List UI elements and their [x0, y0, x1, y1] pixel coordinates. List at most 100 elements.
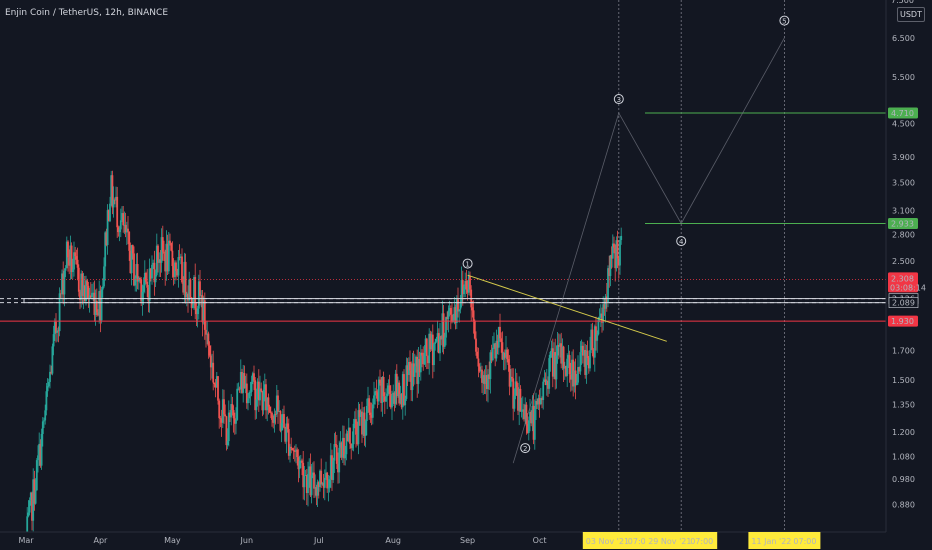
candle-body: [195, 308, 198, 315]
price-tick-label: 2.800: [892, 230, 915, 239]
candle-body: [215, 376, 218, 388]
currency-badge[interactable]: USDT: [897, 7, 925, 22]
candle-body: [609, 255, 612, 277]
candle-body: [86, 280, 89, 286]
candle-body: [493, 343, 495, 348]
candle-body: [225, 416, 228, 446]
candle-body: [398, 382, 401, 404]
candle-body: [448, 308, 451, 311]
candle-body: [323, 477, 326, 488]
candle-body: [71, 269, 74, 273]
wave-3-marker[interactable]: [613, 94, 624, 105]
wave-5-marker[interactable]: [779, 15, 790, 26]
candle-body: [29, 492, 32, 501]
candle-body: [439, 336, 441, 354]
candle-body: [455, 299, 458, 323]
candle-body: [196, 308, 199, 315]
price-tick-label: 6.500: [892, 34, 915, 43]
elliott-projection-path[interactable]: [512, 37, 785, 464]
candle-body: [339, 442, 342, 448]
candle-body: [148, 268, 151, 302]
candle-body: [65, 241, 68, 269]
candle-body: [464, 280, 467, 287]
candle-body: [37, 455, 39, 461]
candle-body: [562, 346, 565, 369]
candle-body: [275, 395, 278, 415]
candle-body: [531, 405, 534, 424]
candle-body: [119, 220, 122, 230]
price-tick-label: 5.500: [892, 73, 915, 82]
candle-body: [458, 309, 461, 312]
candle-body: [520, 410, 523, 412]
candle-body: [506, 349, 509, 360]
candle-body: [40, 433, 43, 466]
candle-body: [478, 366, 481, 372]
candle-body: [227, 412, 230, 442]
candle-body: [151, 264, 153, 279]
price-tick-label: 2.500: [892, 257, 915, 266]
candle-body: [189, 279, 192, 298]
wave-1-marker[interactable]: [462, 258, 473, 269]
candle-body: [75, 256, 78, 260]
candle-body: [265, 384, 267, 411]
price-tick-label: 0.980: [892, 475, 915, 484]
candle-body: [533, 409, 536, 440]
zone-price-badge: [888, 297, 919, 308]
candle-body: [268, 406, 271, 413]
candle-body: [98, 291, 101, 316]
candle-body: [88, 295, 91, 300]
candle-body: [223, 399, 225, 415]
candle-body: [167, 240, 170, 272]
candle-body: [461, 280, 464, 295]
candle-body: [542, 381, 545, 400]
month-label: Jun: [240, 536, 254, 545]
candle-body: [397, 382, 399, 396]
candle-body: [46, 386, 49, 392]
trendline[interactable]: [467, 274, 667, 342]
candle-body: [129, 250, 132, 274]
candle-body: [259, 388, 261, 401]
candle-body: [369, 412, 372, 416]
candle-body: [307, 474, 309, 494]
symbol-title[interactable]: Enjin Coin / TetherUS, 12h, BINANCE: [5, 8, 169, 18]
candle-body: [51, 346, 54, 374]
candle-body: [139, 277, 141, 280]
wave-4-marker[interactable]: [676, 236, 687, 247]
candle-body: [317, 482, 320, 487]
candle-body: [244, 383, 247, 389]
candle-body: [425, 338, 428, 356]
candle-body: [309, 466, 312, 496]
date-badge-1[interactable]: [582, 532, 655, 549]
candle-body: [170, 243, 173, 251]
date-badge-3[interactable]: [748, 532, 821, 549]
candle-body: [201, 295, 204, 323]
candle-body: [539, 398, 542, 405]
candle-body: [471, 307, 474, 311]
candle-body: [393, 392, 396, 404]
candle-body: [363, 412, 366, 436]
candle-body: [59, 293, 62, 295]
date-badge-date-2: 29 Nov '21: [648, 537, 691, 546]
candle-body: [248, 392, 251, 399]
candle-body: [69, 245, 72, 266]
candle-body: [328, 479, 331, 488]
date-badge-2[interactable]: [645, 532, 718, 549]
candle-body: [399, 393, 402, 404]
candle-body: [589, 350, 591, 369]
price-tick-label: 4.500: [892, 120, 915, 129]
candle-body: [277, 395, 279, 412]
wave-2-marker[interactable]: [520, 443, 531, 454]
candle-body: [291, 448, 294, 451]
candle-body: [602, 304, 605, 323]
candle-body: [236, 388, 239, 420]
last-price-label: 2.308: [891, 274, 914, 283]
candle-body: [315, 487, 318, 496]
candle-body: [239, 372, 242, 390]
month-label: Mar: [18, 536, 34, 545]
candle-body: [544, 379, 547, 386]
candle-body: [82, 285, 85, 296]
candle-body: [112, 199, 115, 208]
price-tick-label: 1.700: [892, 347, 915, 356]
candle-body: [70, 245, 73, 273]
